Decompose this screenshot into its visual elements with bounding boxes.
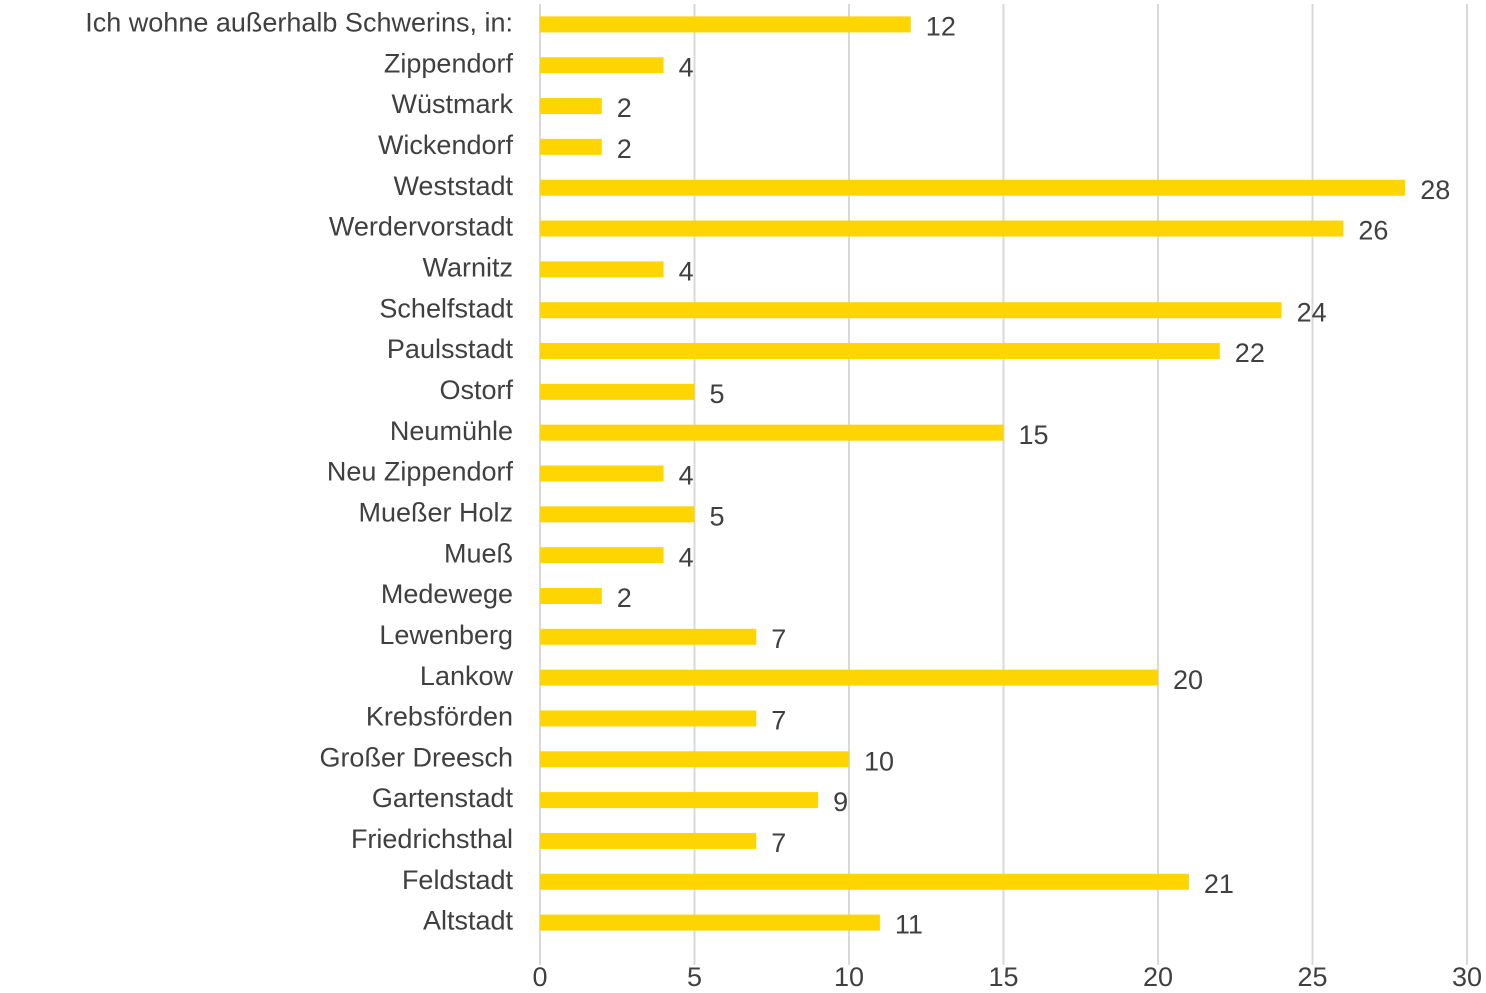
bar (540, 832, 757, 849)
data-label: 4 (679, 461, 694, 491)
bar (540, 792, 819, 809)
bar (540, 506, 695, 523)
y-tick-label: Mueß (444, 538, 513, 568)
bar (540, 669, 1158, 686)
y-tick-label: Paulsstadt (387, 334, 514, 364)
data-label: 2 (617, 583, 632, 613)
data-label: 7 (771, 624, 786, 654)
x-tick-label: 10 (834, 962, 864, 992)
bar (540, 57, 664, 74)
y-tick-label: Ich wohne außerhalb Schwerins, in: (85, 8, 513, 38)
data-label: 4 (679, 256, 694, 286)
data-label: 7 (771, 828, 786, 858)
bar (540, 343, 1220, 360)
y-tick-label: Gartenstadt (372, 783, 514, 813)
bar (540, 261, 664, 278)
data-label: 4 (679, 52, 694, 82)
data-label: 24 (1297, 297, 1327, 327)
x-tick-label: 15 (988, 962, 1018, 992)
data-label: 4 (679, 542, 694, 572)
bar (540, 179, 1406, 196)
data-label: 5 (710, 501, 725, 531)
bar (540, 220, 1344, 237)
bar (540, 587, 602, 604)
data-label: 2 (617, 93, 632, 123)
data-label: 26 (1358, 216, 1388, 246)
y-tick-label: Mueßer Holz (358, 497, 513, 527)
y-tick-label: Krebsförden (366, 702, 513, 732)
data-label: 28 (1420, 175, 1450, 205)
bar (540, 751, 849, 768)
y-tick-label: Großer Dreesch (319, 742, 513, 772)
y-tick-label: Friedrichsthal (351, 824, 513, 854)
data-label: 9 (833, 787, 848, 817)
y-tick-label: Neu Zippendorf (327, 457, 514, 487)
x-tick-label: 20 (1143, 962, 1173, 992)
y-tick-label: Schelfstadt (379, 293, 513, 323)
y-tick-label: Wickendorf (378, 130, 514, 160)
y-tick-label: Wüstmark (392, 89, 514, 119)
bar (540, 424, 1004, 441)
data-label: 11 (895, 910, 923, 940)
y-tick-label: Lankow (420, 661, 514, 691)
y-tick-label: Lewenberg (379, 620, 513, 650)
bar (540, 547, 664, 564)
data-label: 15 (1019, 420, 1049, 450)
bar (540, 465, 664, 482)
x-tick-label: 30 (1452, 962, 1482, 992)
x-tick-label: 0 (532, 962, 547, 992)
y-tick-label: Altstadt (423, 906, 514, 936)
y-tick-label: Warnitz (422, 252, 513, 282)
bar (540, 710, 757, 727)
bar (540, 914, 880, 931)
data-label: 7 (771, 706, 786, 736)
y-tick-label: Medewege (381, 579, 513, 609)
data-label: 22 (1235, 338, 1265, 368)
data-label: 21 (1204, 869, 1234, 899)
y-tick-label: Zippendorf (384, 48, 514, 78)
bar (540, 138, 602, 155)
data-label: 20 (1173, 665, 1203, 695)
y-tick-label: Werdervorstadt (329, 212, 514, 242)
bar (540, 16, 911, 33)
bar (540, 873, 1189, 890)
x-tick-label: 25 (1297, 962, 1327, 992)
y-tick-label: Neumühle (390, 416, 513, 446)
y-tick-label: Feldstadt (402, 865, 514, 895)
y-tick-label: Ostorf (439, 375, 513, 405)
data-label: 10 (864, 746, 894, 776)
data-label: 12 (926, 12, 956, 42)
bar (540, 98, 602, 115)
y-tick-label: Weststadt (393, 171, 513, 201)
bar (540, 383, 695, 400)
bar (540, 628, 757, 645)
x-tick-label: 5 (687, 962, 702, 992)
data-label: 2 (617, 134, 632, 164)
bar (540, 302, 1282, 319)
data-label: 5 (710, 379, 725, 409)
